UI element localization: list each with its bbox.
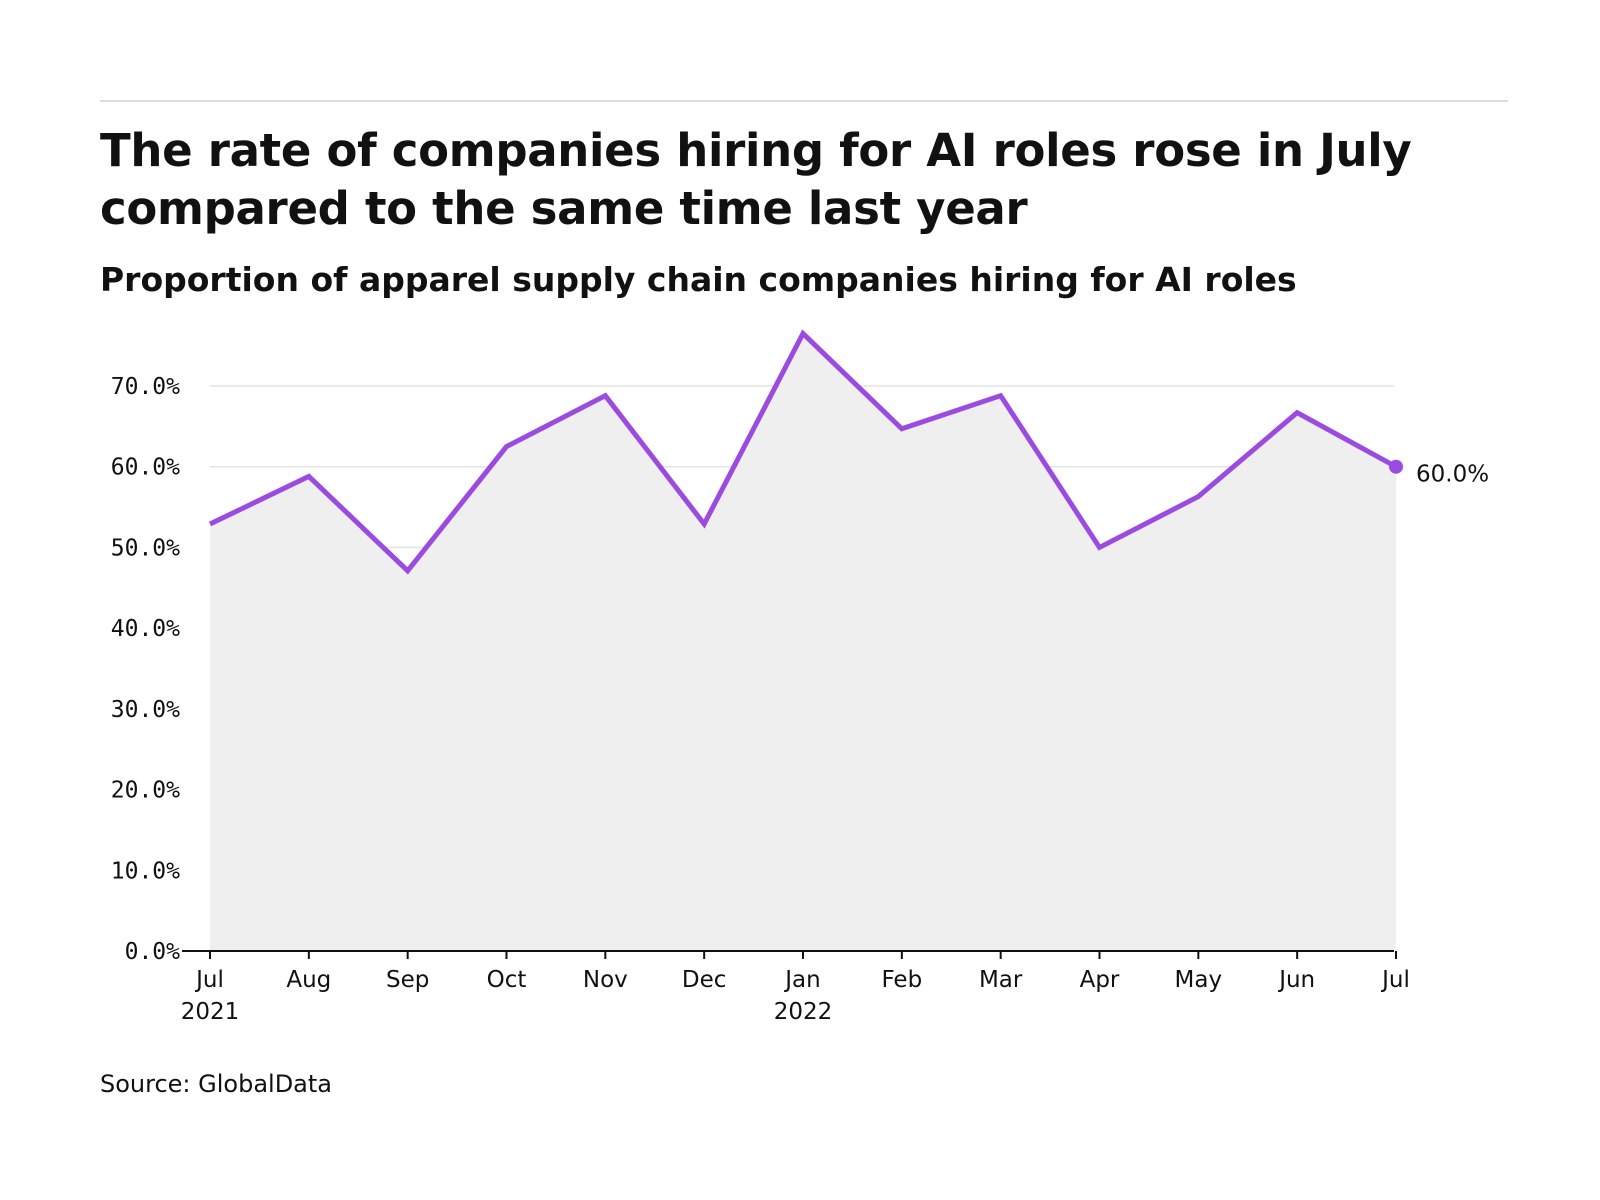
y-tick-label: 30.0%	[111, 697, 180, 723]
x-tick-label: Feb	[881, 967, 922, 993]
x-tick-label: Jun	[1277, 967, 1315, 993]
y-tick-label: 10.0%	[111, 858, 180, 884]
chart-title: The rate of companies hiring for AI role…	[100, 124, 1412, 235]
x-tick-label: Aug	[286, 967, 331, 993]
series-line	[208, 329, 1398, 575]
y-tick-label: 50.0%	[111, 535, 180, 561]
source-note: Source: GlobalData	[100, 1070, 333, 1098]
y-tick-label: 0.0%	[125, 939, 181, 965]
x-year-label: 2022	[774, 999, 833, 1025]
x-tick-label: Apr	[1080, 967, 1120, 993]
area-fill	[210, 333, 1396, 951]
x-tick-label: Jan	[783, 967, 820, 993]
x-tick-label: Jul	[1380, 967, 1410, 993]
x-tick-label: Sep	[386, 967, 429, 993]
x-tick-label: Dec	[682, 967, 727, 993]
data-point	[1389, 459, 1403, 474]
x-year-label: 2021	[181, 999, 240, 1025]
y-tick-label: 20.0%	[111, 778, 180, 804]
y-tick-label: 60.0%	[111, 455, 180, 481]
end-value-label: 60.0%	[1416, 462, 1489, 488]
y-tick-label: 70.0%	[111, 374, 180, 400]
x-tick-label: Nov	[583, 967, 628, 993]
top-divider	[100, 100, 1508, 102]
x-tick-label: May	[1175, 967, 1223, 993]
x-tick-label: Oct	[487, 967, 527, 993]
chart-subtitle: Proportion of apparel supply chain compa…	[100, 260, 1297, 299]
y-tick-label: 40.0%	[111, 616, 180, 642]
x-tick-label: Mar	[979, 967, 1023, 993]
x-tick-label: Jul	[194, 967, 224, 993]
